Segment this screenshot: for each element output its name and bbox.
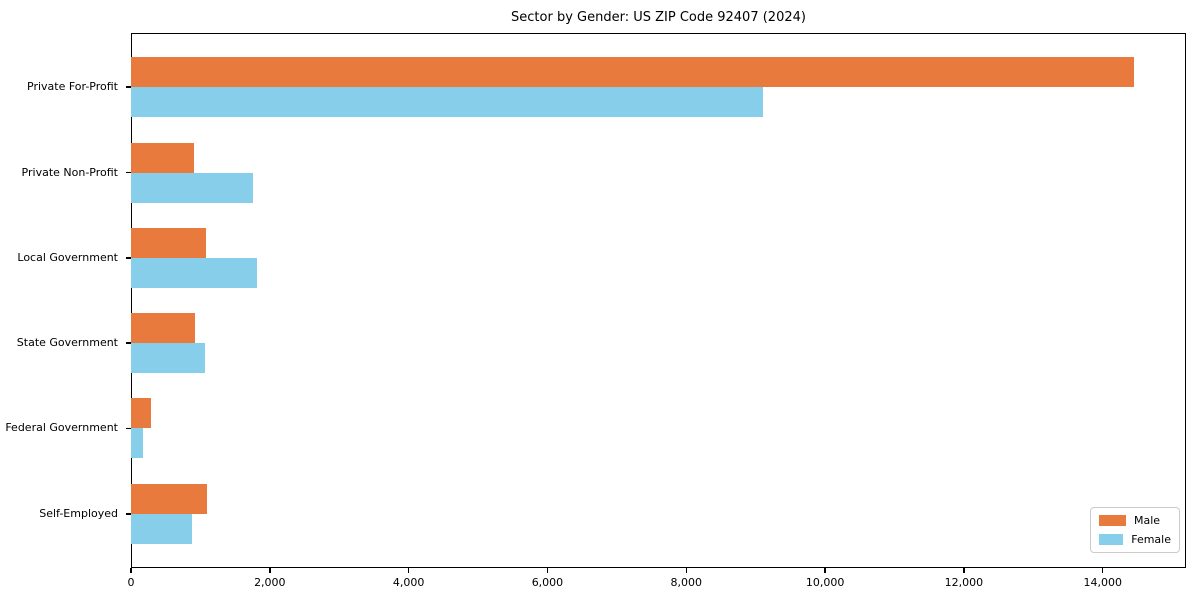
y-label-state-government: State Government: [16, 336, 118, 350]
legend-label-female: Female: [1131, 533, 1171, 546]
x-tick-label-8-000: 8,000: [670, 576, 703, 589]
x-tick-label-10-000: 10,000: [805, 576, 845, 589]
bar-male-local-government: [131, 227, 206, 258]
legend-row-male: Male: [1099, 514, 1171, 527]
bar-male-self-employed: [131, 483, 208, 514]
y-label-local-government: Local Government: [17, 250, 118, 264]
y-label-private-for-profit: Private For-Profit: [27, 80, 118, 94]
x-tick-label-0: 0: [127, 576, 135, 589]
x-axis-tick: [546, 568, 549, 573]
x-tick-label-6-000: 6,000: [531, 576, 564, 589]
x-axis-tick: [824, 568, 826, 573]
y-label-federal-government: Federal Government: [5, 421, 118, 435]
y-label-self-employed: Self-Employed: [39, 506, 118, 520]
y-label-private-non-profit: Private Non-Profit: [21, 165, 118, 179]
y-axis-tick: [126, 513, 131, 515]
bar-female-self-employed: [131, 513, 193, 544]
x-axis-tick: [963, 568, 965, 573]
x-axis-tick: [685, 568, 687, 573]
x-axis-tick: [130, 568, 132, 573]
y-axis-tick: [126, 427, 131, 430]
x-tick-label-14-000: 14,000: [1083, 576, 1122, 589]
x-axis-tick: [269, 568, 271, 573]
y-axis-tick: [126, 257, 131, 259]
bar-female-federal-government: [131, 428, 144, 459]
bar-male-federal-government: [131, 398, 152, 429]
legend-label-male: Male: [1134, 514, 1161, 527]
x-axis-tick: [407, 568, 410, 573]
plot-area: [131, 33, 1186, 568]
bar-female-local-government: [131, 257, 258, 288]
bar-male-state-government: [131, 313, 195, 344]
y-axis-tick: [126, 86, 131, 88]
bar-male-private-non-profit: [131, 142, 195, 173]
y-axis-tick: [126, 171, 131, 174]
bar-female-state-government: [131, 343, 206, 374]
legend-row-female: Female: [1099, 533, 1171, 546]
bar-male-private-for-profit: [131, 57, 1134, 88]
bar-female-private-for-profit: [131, 87, 763, 118]
x-axis-tick: [1101, 568, 1104, 573]
legend-swatch-male-icon: [1099, 515, 1126, 526]
chart-title: Sector by Gender: US ZIP Code 92407 (202…: [511, 10, 806, 25]
y-axis-tick: [126, 342, 131, 344]
x-tick-label-12-000: 12,000: [944, 576, 984, 589]
legend: Male Female: [1090, 507, 1180, 553]
bar-female-private-non-profit: [131, 172, 254, 203]
x-tick-label-4-000: 4,000: [392, 576, 425, 589]
legend-swatch-female-icon: [1099, 534, 1124, 545]
x-tick-label-2-000: 2,000: [254, 576, 286, 589]
